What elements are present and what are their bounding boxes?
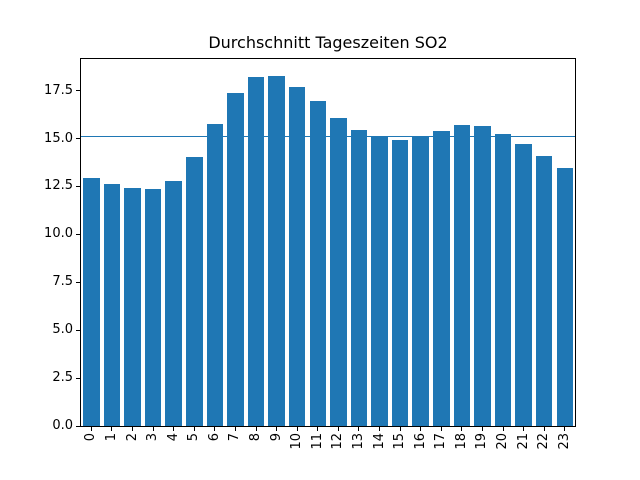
- bar-hour-20: [494, 133, 512, 426]
- y-tick-label: 0.0: [52, 418, 73, 433]
- x-tick-mark: [276, 427, 277, 431]
- x-tick-mark: [564, 427, 566, 431]
- x-tick-label: 8: [248, 433, 263, 442]
- bar-hour-14: [371, 136, 388, 426]
- x-tick-label: 19: [474, 433, 490, 450]
- bar-hour-10: [288, 86, 306, 426]
- x-tick-label: 7: [227, 433, 243, 442]
- bar-hour-5: [186, 156, 203, 426]
- bar-hour-9: [268, 76, 285, 426]
- x-tick-label: 5: [186, 433, 202, 442]
- y-tick-label: 2.5: [52, 370, 73, 386]
- x-tick-mark: [90, 427, 92, 431]
- y-tick-label: 12.5: [44, 178, 73, 194]
- x-tick-label: 6: [206, 433, 222, 442]
- x-tick-mark: [234, 427, 236, 431]
- y-tick-mark: [76, 90, 80, 92]
- x-tick-mark: [440, 427, 442, 431]
- x-tick-mark: [502, 427, 504, 431]
- y-tick-mark: [76, 233, 80, 235]
- x-tick-label: 16: [412, 433, 428, 450]
- bar-hour-6: [206, 124, 224, 426]
- x-tick-mark: [296, 427, 298, 431]
- x-tick-label: 1: [103, 433, 119, 442]
- bar-hour-2: [124, 188, 141, 426]
- x-tick-label: 0: [83, 433, 99, 442]
- x-tick-label: 15: [392, 433, 407, 450]
- x-tick-label: 23: [556, 433, 572, 450]
- x-tick-label: 22: [536, 433, 552, 450]
- x-tick-mark: [317, 427, 319, 431]
- x-tick-mark: [543, 427, 545, 431]
- x-tick-mark: [358, 427, 360, 431]
- x-tick-mark: [399, 427, 401, 431]
- x-tick-mark: [152, 427, 154, 431]
- bar-hour-8: [247, 77, 265, 426]
- chart-title: Durchschnitt Tageszeiten SO2: [208, 33, 448, 52]
- bar-hour-19: [474, 126, 491, 426]
- bar-hour-21: [515, 144, 532, 426]
- x-tick-mark: [420, 427, 422, 431]
- y-tick-mark: [76, 329, 80, 331]
- x-tick-mark: [255, 427, 257, 431]
- x-tick-mark: [523, 427, 524, 431]
- bar-hour-3: [144, 189, 162, 426]
- x-tick-mark: [481, 427, 483, 431]
- y-tick-mark: [76, 425, 80, 427]
- y-tick-label: 7.5: [52, 274, 73, 290]
- bar-hour-17: [433, 130, 450, 426]
- x-tick-label: 21: [515, 433, 531, 450]
- bar-hour-1: [103, 183, 121, 426]
- bar-hour-16: [412, 136, 429, 426]
- x-tick-label: 12: [330, 433, 346, 450]
- x-tick-label: 13: [350, 433, 366, 450]
- bar-hour-15: [391, 140, 409, 426]
- bar-hour-23: [556, 168, 573, 426]
- bar-hour-12: [330, 117, 347, 426]
- bar-hour-13: [350, 129, 368, 426]
- bar-hour-4: [165, 180, 182, 426]
- bar-hour-22: [535, 155, 553, 426]
- plot-area: [80, 58, 576, 427]
- y-tick-label: 10.0: [44, 226, 73, 242]
- y-tick-mark: [76, 185, 80, 187]
- y-tick-mark: [76, 377, 80, 379]
- x-tick-label: 20: [495, 433, 510, 450]
- mean-line: [81, 135, 575, 138]
- x-tick-mark: [337, 427, 339, 431]
- y-tick-label: 5.0: [52, 322, 73, 338]
- x-tick-label: 3: [145, 433, 160, 442]
- x-tick-label: 9: [268, 433, 284, 442]
- y-tick-label: 17.5: [44, 82, 73, 98]
- x-tick-mark: [214, 427, 216, 431]
- y-tick-mark: [76, 138, 80, 139]
- x-tick-mark: [111, 427, 113, 431]
- x-tick-mark: [193, 427, 195, 431]
- x-tick-label: 4: [165, 433, 181, 442]
- bar-hour-0: [83, 177, 100, 426]
- x-tick-label: 11: [309, 433, 325, 450]
- x-tick-mark: [379, 427, 380, 431]
- x-tick-label: 17: [433, 433, 449, 450]
- x-tick-label: 14: [371, 433, 387, 450]
- bar-hour-11: [309, 101, 326, 426]
- y-tick-mark: [76, 281, 80, 283]
- x-tick-label: 10: [289, 433, 305, 450]
- y-tick-label: 15.0: [44, 130, 73, 146]
- x-tick-label: 18: [453, 433, 469, 450]
- bar-hour-7: [227, 92, 244, 426]
- bar-hour-18: [453, 125, 471, 426]
- x-tick-mark: [173, 427, 175, 431]
- x-tick-label: 2: [124, 433, 140, 442]
- x-tick-mark: [132, 427, 133, 431]
- x-tick-mark: [461, 427, 463, 431]
